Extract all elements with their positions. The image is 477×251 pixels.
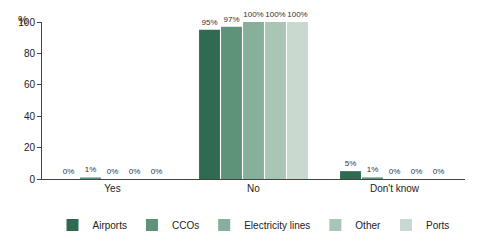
svg-text:97%: 97% (223, 15, 239, 24)
svg-text:0%: 0% (411, 167, 423, 176)
svg-text:80: 80 (24, 48, 36, 59)
svg-text:No: No (247, 183, 260, 194)
svg-text:0%: 0% (63, 167, 75, 176)
svg-text:0: 0 (29, 174, 35, 185)
svg-text:95%: 95% (202, 18, 218, 27)
svg-text:CCOs: CCOs (172, 220, 199, 231)
svg-text:5%: 5% (345, 159, 357, 168)
svg-text:0%: 0% (389, 167, 401, 176)
svg-text:60: 60 (24, 79, 36, 90)
svg-text:Don't know: Don't know (370, 183, 420, 194)
svg-text:0%: 0% (433, 167, 445, 176)
svg-text:Other: Other (355, 220, 381, 231)
svg-text:1%: 1% (85, 165, 97, 174)
svg-text:40: 40 (24, 111, 36, 122)
svg-text:20: 20 (24, 142, 36, 153)
svg-text:100%: 100% (287, 10, 307, 19)
svg-text:1%: 1% (367, 165, 379, 174)
svg-text:Yes: Yes (104, 183, 120, 194)
svg-text:100%: 100% (265, 10, 285, 19)
svg-text:Electricity lines: Electricity lines (244, 220, 310, 231)
svg-text:%: % (18, 14, 28, 26)
svg-text:0%: 0% (107, 167, 119, 176)
svg-text:0%: 0% (151, 167, 163, 176)
svg-text:0%: 0% (129, 167, 141, 176)
svg-text:100: 100 (18, 17, 35, 28)
svg-text:100%: 100% (243, 10, 263, 19)
svg-text:Airports: Airports (93, 220, 127, 231)
svg-text:Ports: Ports (426, 220, 449, 231)
